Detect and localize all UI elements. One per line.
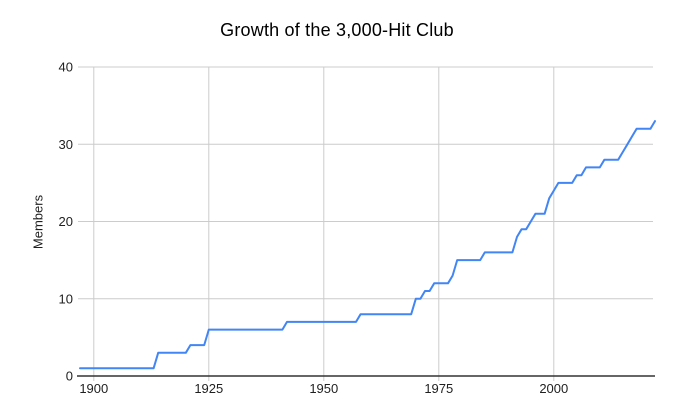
x-tick-label: 1975: [424, 381, 453, 396]
x-tick-label: 2000: [539, 381, 568, 396]
x-tick-label: 1900: [79, 381, 108, 396]
x-tick-label: 1925: [194, 381, 223, 396]
members-series-line: [79, 120, 656, 370]
y-axis-title: Members: [31, 194, 46, 249]
chart-title: Growth of the 3,000-Hit Club: [220, 20, 454, 40]
y-tick-label: 40: [59, 60, 73, 75]
x-tick-label: 1950: [309, 381, 338, 396]
y-tick-label: 10: [59, 291, 73, 306]
y-tick-label: 0: [66, 369, 73, 384]
y-tick-label: 20: [59, 214, 73, 229]
y-tick-label: 30: [59, 137, 73, 152]
